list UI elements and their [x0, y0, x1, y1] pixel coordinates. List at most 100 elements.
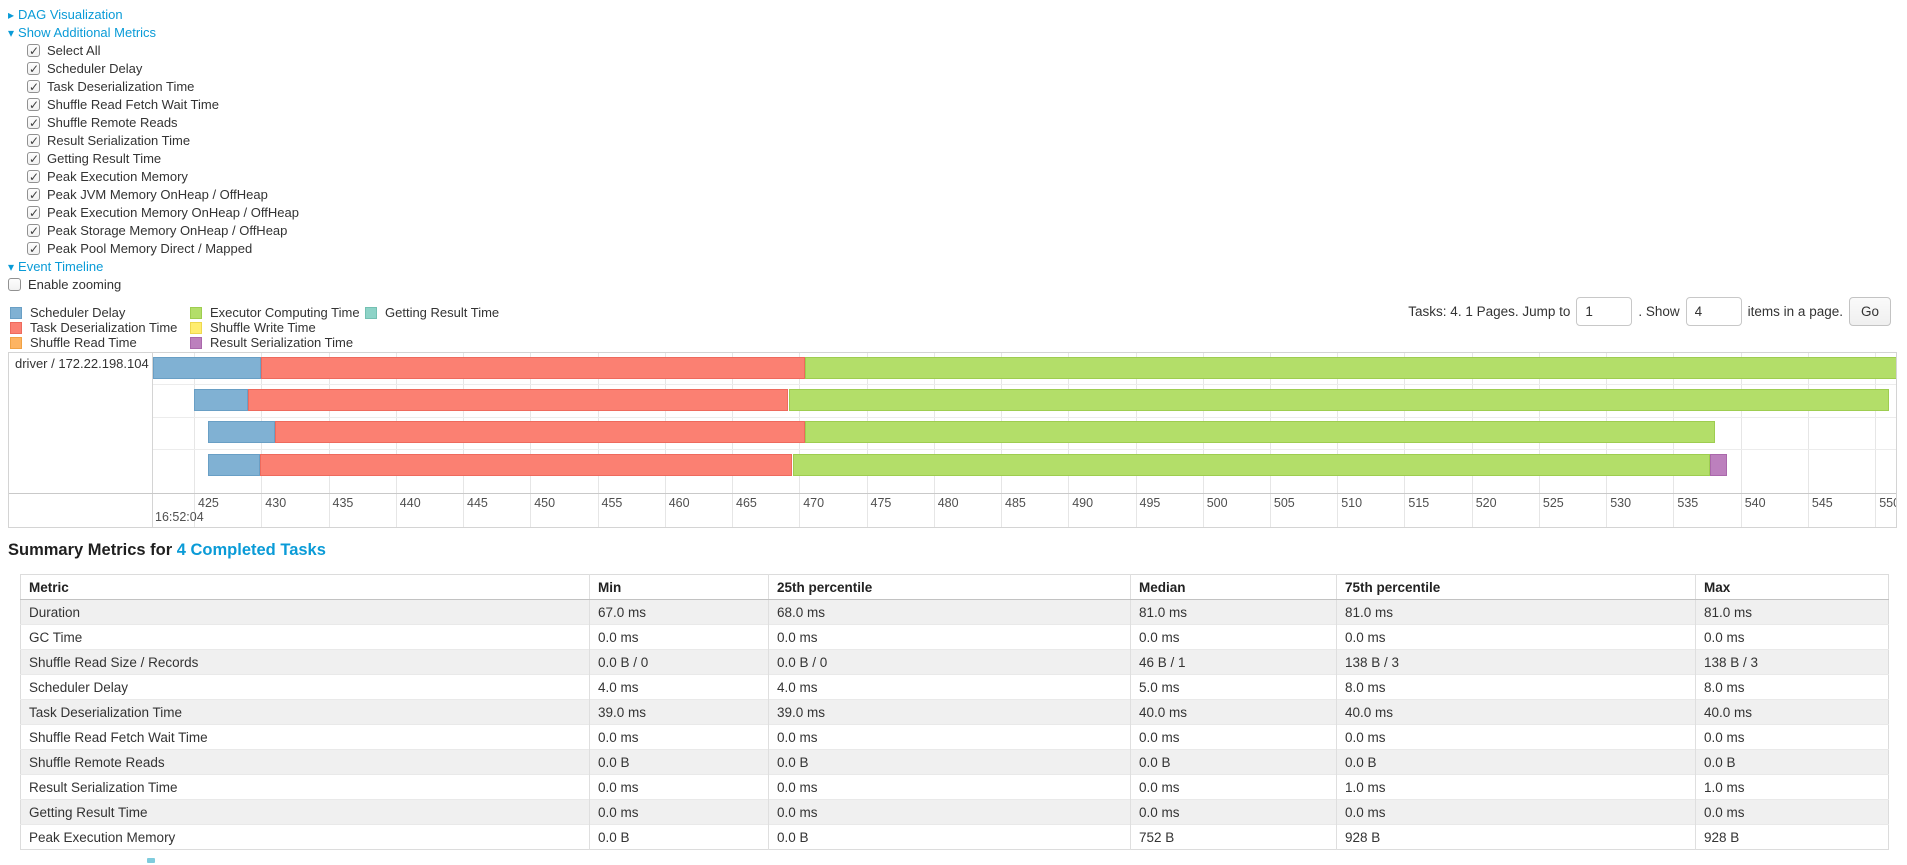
metric-value-cell: 0.0 B — [768, 749, 1131, 775]
metric-value-cell: 1.0 ms — [1336, 774, 1696, 800]
executor-computing-bar-segment[interactable] — [805, 357, 1896, 379]
metric-checkbox-item[interactable]: Peak JVM Memory OnHeap / OffHeap — [27, 186, 299, 204]
table-row: Task Deserialization Time 39.0 ms 39.0 ms 4… — [20, 699, 1889, 725]
metric-checkbox-label: Peak JVM Memory OnHeap / OffHeap — [47, 187, 268, 202]
metric-value-cell: 81.0 ms — [1130, 599, 1337, 625]
metric-checkbox-item[interactable]: Scheduler Delay — [27, 60, 299, 78]
checkbox-checked-icon[interactable] — [27, 240, 40, 258]
dag-visualization-toggle[interactable]: ▸ DAG Visualization — [8, 6, 299, 24]
dag-visualization-link[interactable]: DAG Visualization — [18, 7, 123, 22]
expanded-arrow-icon: ▾ — [8, 260, 15, 274]
enable-zooming-option[interactable]: Enable zooming — [8, 276, 299, 294]
checkbox-checked-icon[interactable] — [27, 132, 40, 150]
scheduler-delay-bar-segment[interactable] — [207, 453, 260, 476]
metric-checkbox-item[interactable]: Select All — [27, 42, 299, 60]
shuffle-write-swatch-icon — [190, 322, 202, 334]
executor-computing-bar-segment[interactable] — [788, 389, 1889, 412]
axis-tick-label: 535 — [1677, 496, 1699, 510]
metric-value-cell: 0.0 B — [1130, 749, 1337, 775]
row-separator — [153, 416, 1896, 418]
checkbox-checked-icon[interactable] — [27, 222, 40, 240]
checkbox-checked-icon[interactable] — [27, 150, 40, 168]
table-row: Shuffle Remote Reads 0.0 B 0.0 B 0.0 B 0.0 B… — [20, 749, 1889, 775]
executor-computing-bar-segment[interactable] — [792, 453, 1710, 476]
task-deserialization-bar-segment[interactable] — [259, 453, 793, 476]
metric-checkbox-item[interactable]: Result Serialization Time — [27, 132, 299, 150]
metric-checkbox-item[interactable]: Peak Execution Memory OnHeap / OffHeap — [27, 204, 299, 222]
task-deserialization-bar-segment[interactable] — [247, 389, 789, 412]
metric-value-cell: 0.0 B — [768, 824, 1131, 850]
metric-name-cell: Result Serialization Time — [20, 774, 590, 800]
metric-value-cell: 0.0 ms — [1130, 774, 1337, 800]
tasks-page-summary: Tasks: 4. 1 Pages. Jump to — [1408, 303, 1571, 319]
summary-metrics-title: Summary Metrics for 4 Completed Tasks — [8, 541, 326, 560]
metric-checkbox-label: Scheduler Delay — [47, 61, 143, 76]
metric-value-cell: 0.0 ms — [589, 624, 769, 650]
checkbox-checked-icon[interactable] — [27, 204, 40, 222]
metric-checkbox-item[interactable]: Shuffle Remote Reads — [27, 114, 299, 132]
metric-name-cell: Shuffle Read Size / Records — [20, 649, 590, 675]
metric-value-cell: 138 B / 3 — [1695, 649, 1889, 675]
timeline-controls: ▸ DAG Visualization ▾ Show Additional Metr… — [8, 6, 299, 294]
metric-checkbox-item[interactable]: Peak Execution Memory — [27, 168, 299, 186]
go-button[interactable]: Go — [1848, 296, 1891, 326]
axis-tick-label: 435 — [332, 496, 354, 510]
scheduler-delay-bar-segment[interactable] — [207, 421, 275, 444]
metric-value-cell: 928 B — [1695, 824, 1889, 850]
scheduler-delay-bar-segment[interactable] — [153, 357, 261, 379]
metric-checkbox-label: Task Deserialization Time — [47, 79, 195, 94]
time-axis-line — [9, 493, 1896, 494]
legend-label: Shuffle Read Time — [30, 335, 137, 350]
checkbox-checked-icon[interactable] — [27, 168, 40, 186]
items-per-page-input[interactable] — [1685, 296, 1742, 326]
jump-to-page-input[interactable] — [1576, 296, 1633, 326]
table-row: Shuffle Read Size / Records 0.0 B / 0 0.0 … — [20, 649, 1889, 675]
row-separator — [153, 449, 1896, 450]
checkbox-checked-icon[interactable] — [27, 114, 40, 132]
column-header: Median — [1130, 574, 1337, 600]
legend-column: Executor Computing Time Shuffle Write Tim… — [190, 305, 365, 350]
metric-checkbox-item[interactable]: Peak Storage Memory OnHeap / OffHeap — [27, 222, 299, 240]
task-deserialization-bar-segment[interactable] — [260, 357, 806, 379]
event-timeline-toggle[interactable]: ▾ Event Timeline — [8, 258, 299, 276]
axis-tick-label: 505 — [1273, 496, 1295, 510]
completed-tasks-link[interactable]: 4 Completed Tasks — [176, 541, 326, 559]
metric-checkbox-label: Result Serialization Time — [47, 133, 191, 148]
metric-checkbox-item[interactable]: Task Deserialization Time — [27, 78, 299, 96]
table-row: Peak Execution Memory 0.0 B 0.0 B 752 B 928 … — [20, 824, 1889, 850]
metric-value-cell: 68.0 ms — [768, 599, 1131, 625]
result-serialization-bar-segment[interactable] — [1709, 453, 1728, 476]
legend-item: Shuffle Read Time — [10, 335, 190, 350]
executor-computing-bar-segment[interactable] — [804, 421, 1716, 444]
show-additional-metrics-toggle[interactable]: ▾ Show Additional Metrics — [8, 24, 299, 42]
checkbox-checked-icon[interactable] — [27, 78, 40, 96]
table-row: Getting Result Time 0.0 ms 0.0 ms 0.0 ms 0.0… — [20, 799, 1889, 825]
shuffle-read-swatch-icon — [10, 337, 22, 349]
metric-checkbox-item[interactable]: Getting Result Time — [27, 150, 299, 168]
executor-computing-swatch-icon — [190, 307, 202, 319]
metric-value-cell: 0.0 ms — [768, 724, 1131, 750]
metric-value-cell: 81.0 ms — [1695, 599, 1889, 625]
metric-name-cell: Peak Execution Memory — [20, 824, 590, 850]
legend-item: Getting Result Time — [365, 305, 499, 320]
task-deserialization-bar-segment[interactable] — [274, 421, 805, 444]
summary-title-text: Summary Metrics for — [8, 541, 177, 559]
metric-checkbox-item[interactable]: Peak Pool Memory Direct / Mapped — [27, 240, 299, 258]
column-header: 25th percentile — [768, 574, 1131, 600]
metric-value-cell: 0.0 ms — [768, 774, 1131, 800]
metric-checkbox-item[interactable]: Shuffle Read Fetch Wait Time — [27, 96, 299, 114]
axis-tick-label: 510 — [1341, 496, 1363, 510]
checkbox-unchecked-icon[interactable] — [8, 278, 21, 291]
checkbox-checked-icon[interactable] — [27, 96, 40, 114]
checkbox-checked-icon[interactable] — [27, 60, 40, 78]
metric-value-cell: 46 B / 1 — [1130, 649, 1337, 675]
axis-tick-label: 450 — [534, 496, 556, 510]
show-additional-metrics-link[interactable]: Show Additional Metrics — [18, 25, 157, 40]
checkbox-checked-icon[interactable] — [27, 42, 40, 60]
legend-label: Task Deserialization Time — [30, 320, 178, 335]
scheduler-delay-bar-segment[interactable] — [194, 389, 248, 412]
checkbox-checked-icon[interactable] — [27, 186, 40, 204]
metric-value-cell: 0.0 B / 0 — [589, 649, 769, 675]
metric-value-cell: 928 B — [1336, 824, 1696, 850]
event-timeline-link[interactable]: Event Timeline — [18, 259, 104, 274]
